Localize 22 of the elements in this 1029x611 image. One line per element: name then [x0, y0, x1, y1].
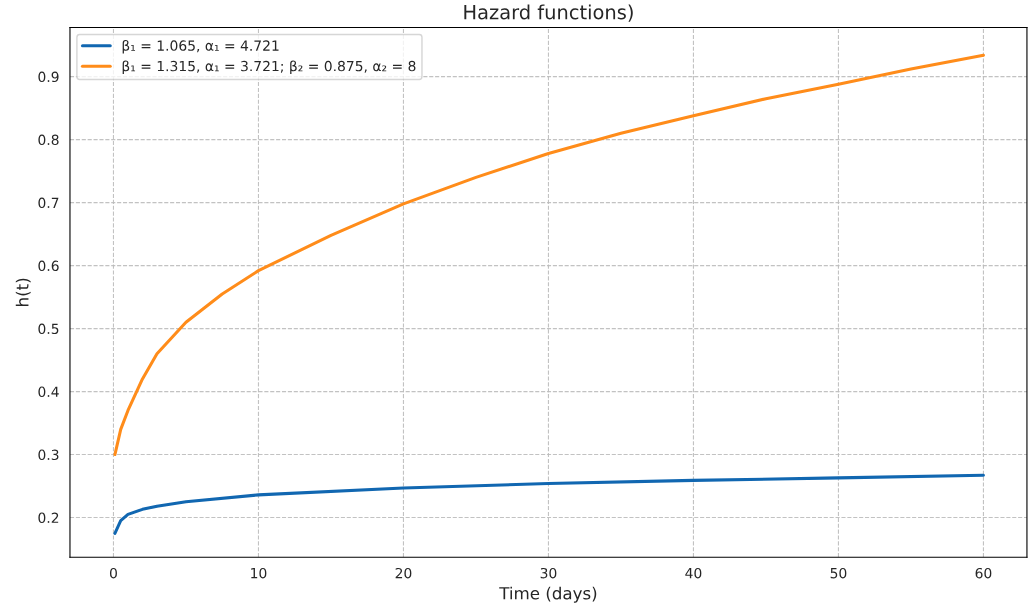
x-tick-label: 10 — [251, 567, 267, 579]
line-series — [113, 473, 985, 535]
x-tick-label: 0 — [109, 567, 117, 579]
y-tick-label: 0.3 — [38, 449, 59, 461]
x-tick-label: 20 — [395, 567, 412, 579]
y-tick-label: 0.9 — [38, 71, 59, 83]
x-tick-label: 50 — [830, 567, 847, 579]
chart-title: Hazard functions) — [464, 4, 633, 22]
legend-label: β₁ = 1.065, α₁ = 4.721 — [122, 39, 279, 54]
x-tick-label: 30 — [540, 567, 557, 579]
x-tick-label: 40 — [685, 567, 702, 579]
line-series — [113, 53, 985, 457]
y-tick-label: 0.6 — [38, 260, 59, 272]
y-tick-label: 0.5 — [38, 323, 59, 335]
legend-label: β₁ = 1.315, α₁ = 3.721; β₂ = 0.875, α₂ = 8 — [122, 60, 416, 74]
x-axis-title: Time (days) — [499, 586, 597, 603]
y-tick-label: 0.8 — [38, 134, 59, 146]
y-tick-label: 0.4 — [38, 386, 59, 398]
x-tick-label: 60 — [975, 567, 992, 579]
y-axis-title: h(t) — [15, 278, 31, 306]
y-tick-label: 0.7 — [38, 197, 59, 209]
y-tick-label: 0.2 — [38, 512, 59, 524]
